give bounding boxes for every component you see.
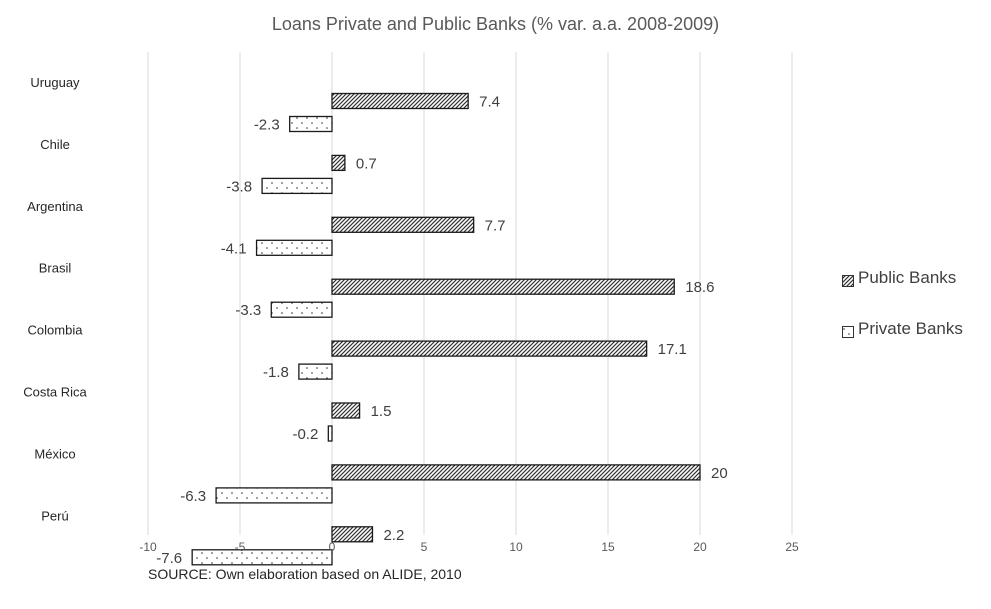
x-tick-label: -5 [235, 540, 246, 554]
category-label: Uruguay [30, 75, 80, 90]
data-label-private: -2.3 [254, 117, 280, 134]
data-label-private: -3.8 [226, 178, 252, 195]
data-label-private: -7.6 [156, 550, 182, 567]
bar-private-banks [261, 177, 333, 195]
x-tick-label: -10 [139, 540, 157, 554]
data-label-public: 2.2 [383, 527, 404, 544]
data-label-public: 20 [711, 465, 728, 482]
legend-private-banks: Private Banks [842, 319, 963, 339]
category-label: Costa Rica [23, 385, 87, 400]
bar-public-banks [331, 402, 361, 419]
bar-public-banks [331, 526, 374, 543]
legend-public-banks: Public Banks [842, 268, 956, 288]
category-label: Colombia [28, 323, 84, 338]
bar-private-banks [191, 549, 333, 566]
category-label: Chile [40, 137, 70, 152]
data-label-private: -4.1 [221, 240, 247, 257]
data-label-private: -1.8 [263, 364, 289, 381]
x-tick-label: 15 [601, 540, 615, 554]
data-label-private: -0.2 [292, 426, 318, 443]
data-label-private: -3.3 [235, 302, 261, 319]
legend-swatch-public [842, 272, 854, 287]
data-label-public: 17.1 [658, 341, 687, 358]
bar-public-banks [331, 92, 469, 110]
data-label-public: 0.7 [356, 155, 377, 172]
x-tick-label: 5 [421, 540, 428, 554]
bar-private-banks [289, 115, 333, 133]
legend-label-private: Private Banks [858, 319, 963, 338]
bar-private-banks [327, 425, 333, 442]
legend-label-public: Public Banks [858, 268, 957, 287]
bar-public-banks [331, 340, 648, 357]
bar-public-banks [331, 154, 346, 172]
category-label: Perú [41, 508, 68, 523]
bar-public-banks [331, 464, 701, 481]
data-label-public: 7.7 [485, 217, 506, 234]
bar-private-banks [270, 301, 333, 318]
data-label-public: 18.6 [685, 279, 714, 296]
bar-public-banks [331, 216, 475, 233]
x-tick-label: 10 [509, 540, 523, 554]
x-tick-label: 0 [329, 540, 336, 554]
bar-private-banks [298, 363, 333, 380]
category-label: Argentina [27, 199, 83, 214]
data-label-public: 1.5 [371, 403, 392, 420]
x-tick-label: 20 [693, 540, 707, 554]
chart-title: Loans Private and Public Banks (% var. a… [271, 14, 720, 34]
data-label-private: -6.3 [180, 488, 206, 505]
bar-public-banks [331, 278, 675, 295]
source-note: SOURCE: Own elaboration based on ALIDE, … [148, 566, 462, 582]
data-label-public: 7.4 [479, 94, 500, 111]
x-tick-label: 25 [785, 540, 799, 554]
category-label: México [34, 446, 75, 461]
bar-private-banks [255, 239, 333, 256]
category-label: Brasil [39, 261, 72, 276]
legend-swatch-private [842, 323, 854, 338]
bar-private-banks [215, 487, 333, 504]
